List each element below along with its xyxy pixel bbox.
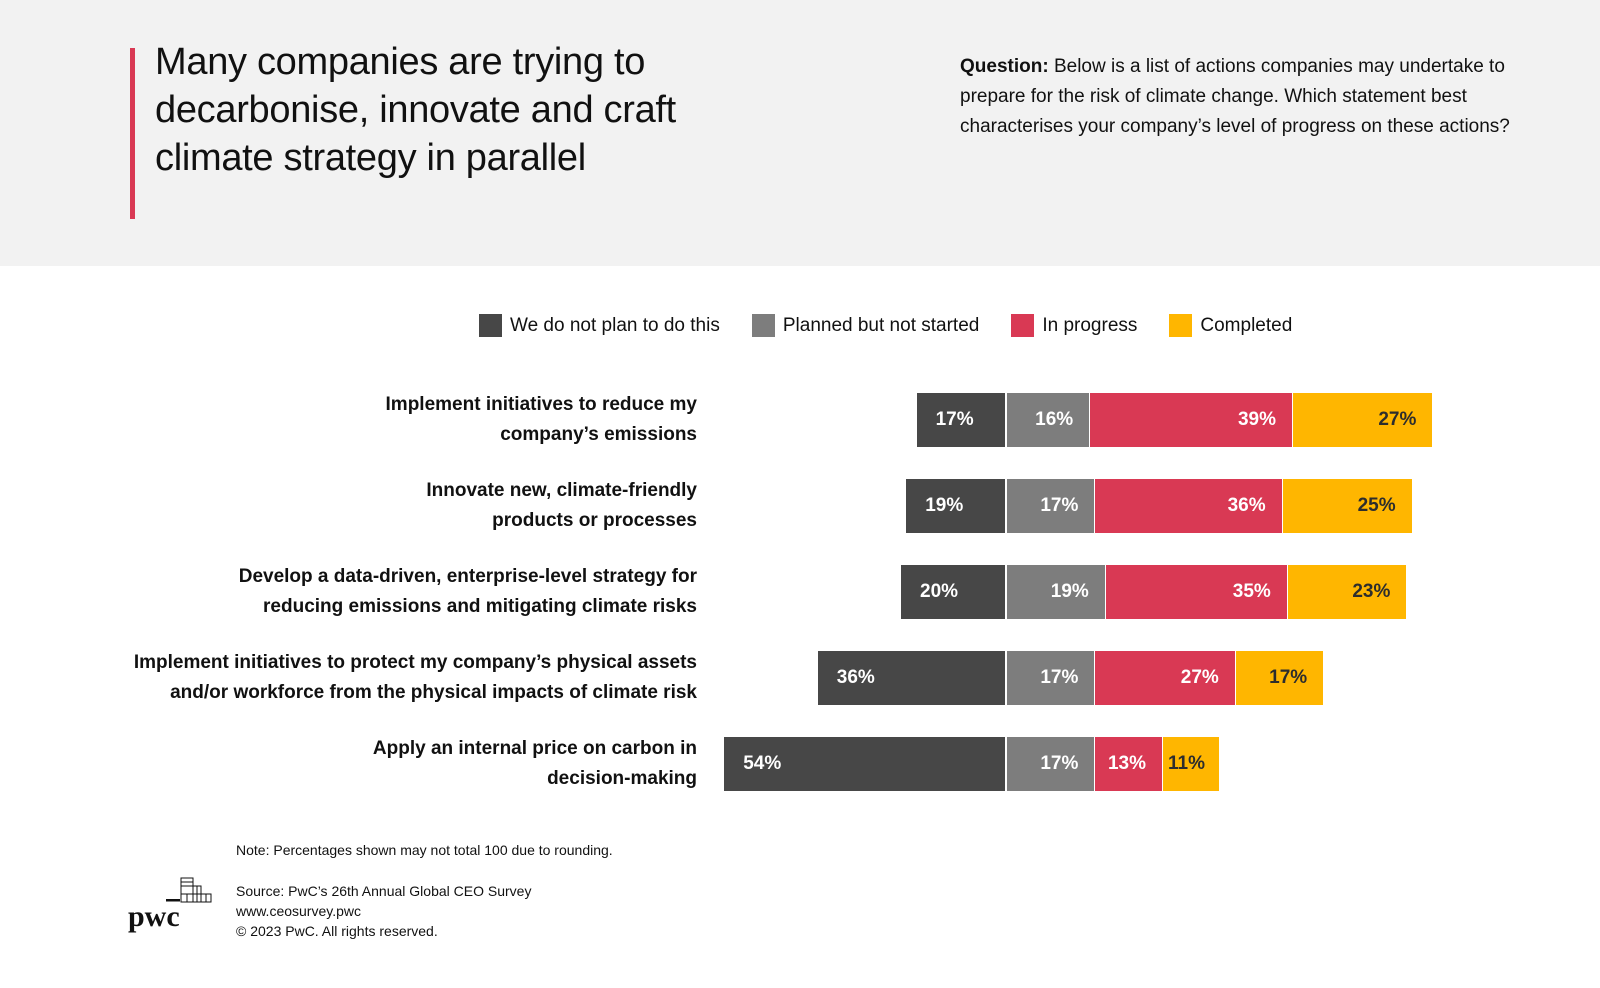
data-label: 16% [1035,409,1074,430]
bar-segment-we-do-not-plan-to-do-this [906,479,1005,533]
bar-segment-completed [1287,565,1407,619]
bar-segment-planned-but-not-started [1007,393,1090,447]
legend-item-planned: Planned but not started [751,314,980,337]
legend-item-not-plan: We do not plan to do this [479,314,720,337]
category-label-line: company’s emissions [500,424,697,445]
data-label: 23% [1352,581,1391,602]
category-label-line: and/or workforce from the physical impac… [170,682,697,703]
legend-swatch [1011,314,1035,337]
bar-segment-we-do-not-plan-to-do-this [901,565,1005,619]
legend: We do not plan to do this Planned but no… [479,314,1324,337]
category-label-line: decision-making [547,768,697,789]
legend-swatch [751,314,775,337]
copyright-text: © 2023 PwC. All rights reserved. [236,923,438,939]
data-label: 19% [1050,581,1089,602]
data-label: 17% [1040,753,1079,774]
legend-item-in-progress: In progress [1011,314,1137,337]
question-label: Question: [960,56,1049,77]
data-label: 13% [1107,753,1146,774]
bar-segment-in-progress [1095,737,1162,791]
legend-label: Completed [1200,314,1293,336]
bar-segment-completed [1235,651,1324,705]
accent-bar [130,48,135,219]
category-label-line: reducing emissions and mitigating climat… [263,596,697,617]
category-label-line: Innovate new, climate-friendly [426,480,697,501]
data-label: 39% [1237,409,1276,430]
diverging-bar-chart: Implement initiatives to reduce my compan… [0,380,1600,800]
legend-swatch [479,314,502,337]
category-label: Implement initiatives to protect my comp… [77,648,697,708]
question-text: Below is a list of actions companies may… [960,56,1510,137]
category-label-line: Implement initiatives to protect my comp… [133,652,697,673]
survey-question: Question: Below is a list of actions com… [960,52,1530,142]
data-label: 27% [1180,667,1219,688]
data-label: 27% [1378,409,1417,430]
bar-segment-completed [1163,737,1220,791]
bar-segment-planned-but-not-started [1007,651,1095,705]
data-label: 35% [1232,581,1271,602]
legend-label: In progress [1042,314,1138,336]
category-label: Innovate new, climate-friendly products o… [77,476,697,536]
logo-wordmark: pwc [128,900,180,933]
bar-segment-planned-but-not-started [1007,737,1095,791]
data-label: 17% [1040,495,1079,516]
bar-segment-completed [1293,393,1433,447]
bar-segment-in-progress [1105,565,1287,619]
data-label: 17% [935,409,974,430]
source-url: www.ceosurvey.pwc [236,903,362,919]
data-label: 54% [743,753,782,774]
bar-segment-in-progress [1095,651,1235,705]
bar-segment-we-do-not-plan-to-do-this [724,737,1005,791]
data-label: 17% [1040,667,1079,688]
data-label: 20% [920,581,959,602]
category-label-line: products or processes [492,510,697,531]
data-label: 11% [1168,753,1205,774]
category-label-line: Apply an internal price on carbon in [372,738,697,759]
source-text: Source: PwC’s 26th Annual Global CEO Sur… [236,883,532,899]
category-label-line: Develop a data-driven, enterprise-level … [238,566,697,587]
bar-segment-we-do-not-plan-to-do-this [916,393,1005,447]
legend-item-completed: Completed [1169,314,1292,337]
pwc-logo: pwc [128,876,218,946]
bar-segment-completed [1282,479,1412,533]
legend-swatch [1169,314,1193,337]
category-label: Apply an internal price on carbon in deci… [77,734,697,794]
bar-segment-we-do-not-plan-to-do-this [817,651,1005,705]
category-label-line: Implement initiatives to reduce my [385,394,697,415]
legend-label: We do not plan to do this [510,314,720,336]
bar-segment-planned-but-not-started [1007,565,1105,619]
bar-segment-in-progress [1095,479,1282,533]
data-label: 36% [836,667,875,688]
bar-segment-in-progress [1090,393,1292,447]
pwc-logo-icon: pwc [128,877,212,933]
footer-source-block: Source: PwC’s 26th Annual Global CEO Sur… [236,881,531,941]
legend-label: Planned but not started [782,314,980,336]
category-label: Develop a data-driven, enterprise-level … [77,562,697,622]
data-label: 25% [1357,495,1396,516]
header-panel: Many companies are trying to decarbonise… [0,0,1600,266]
category-label: Implement initiatives to reduce my compan… [77,390,697,450]
chart-title: Many companies are trying to decarbonise… [155,41,676,179]
footer-note: Note: Percentages shown may not total 10… [236,842,613,858]
bar-segment-planned-but-not-started [1007,479,1095,533]
data-label: 17% [1269,667,1308,688]
data-label: 36% [1227,495,1266,516]
data-label: 19% [925,495,964,516]
